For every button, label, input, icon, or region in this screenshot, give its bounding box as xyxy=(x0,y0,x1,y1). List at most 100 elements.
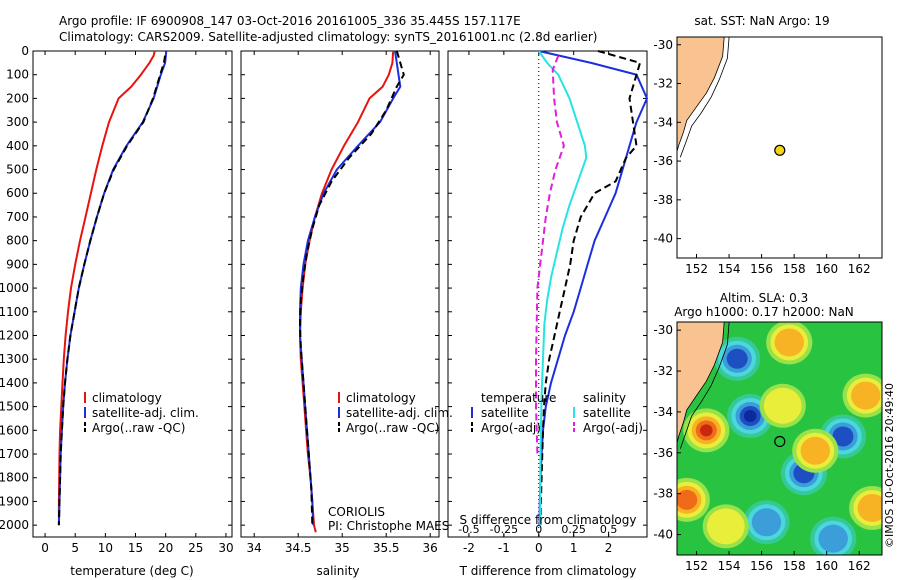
imos-credit: ©IMOS 10-Oct-2016 20:49:40 xyxy=(883,383,896,548)
lon-tick-label: 162 xyxy=(848,559,871,573)
lat-tick-label: -34 xyxy=(653,405,673,419)
map-content xyxy=(677,322,882,555)
sla-contour xyxy=(677,489,698,510)
lat-tick-label: -30 xyxy=(653,38,673,52)
land-area xyxy=(677,37,725,152)
y-tick-label: 1000 xyxy=(0,281,29,295)
y-tick-label: 600 xyxy=(6,186,29,200)
lon-tick-label: 158 xyxy=(783,262,806,276)
sla-contour xyxy=(832,426,854,447)
sla-contour xyxy=(818,524,848,553)
sst-map-title: sat. SST: NaN Argo: 19 xyxy=(694,14,829,28)
x-tick-label: 25 xyxy=(188,541,203,555)
x-tick-label: 35.5 xyxy=(373,541,400,555)
legend-s-argo-label: Argo(-adj) xyxy=(583,421,643,435)
difference-legend: temperature satellite Argo(-adj) salinit… xyxy=(471,391,643,435)
map-frame xyxy=(676,321,883,556)
coriolis-credit: CORIOLIS xyxy=(328,505,385,519)
x-tick-label: 0 xyxy=(41,541,49,555)
lon-tick-label: 160 xyxy=(815,262,838,276)
x2-tick-label: -0.25 xyxy=(490,523,518,536)
legend-s-satellite-label: satellite xyxy=(583,406,631,420)
legend-climatology-label: climatology xyxy=(92,391,162,405)
temperature-panel xyxy=(32,50,233,538)
lat-tick-label: -34 xyxy=(653,115,673,129)
y-tick-label: 1700 xyxy=(0,447,29,461)
sla-contour xyxy=(763,387,802,424)
sla-contour xyxy=(726,348,748,369)
lat-tick-label: -40 xyxy=(653,528,673,542)
map-frame xyxy=(676,36,883,259)
x-tick-label: -1 xyxy=(498,541,510,555)
salinity-legend: climatology satellite-adj. clim. Argo(..… xyxy=(338,391,453,435)
argo-location-marker xyxy=(774,435,786,448)
sla-contour xyxy=(743,410,757,423)
x-tick-label: -2 xyxy=(463,541,475,555)
lat-tick-label: -38 xyxy=(653,487,673,501)
x-tick-label: 10 xyxy=(98,541,113,555)
header-line1: Argo profile: IF 6900908_147 03-Oct-2016… xyxy=(59,14,521,28)
x-tick-label: 5 xyxy=(71,541,79,555)
y-tick-label: 700 xyxy=(6,210,29,224)
sla-contour xyxy=(699,424,713,437)
temperature-xlabel: temperature (deg C) xyxy=(70,564,193,578)
lon-tick-label: 160 xyxy=(815,559,838,573)
y-tick-label: 1200 xyxy=(0,328,29,342)
shelf-contour xyxy=(679,322,730,449)
x-tick-label: 36 xyxy=(423,541,438,555)
salinity-panel xyxy=(240,50,440,538)
legend-argo-label: Argo(..raw -QC) xyxy=(92,421,185,435)
y-tick-label: 300 xyxy=(6,115,29,129)
x2-tick-label: 0.25 xyxy=(561,523,586,536)
lat-tick-label: -30 xyxy=(653,323,673,337)
salinity-xlabel: salinity xyxy=(316,564,359,578)
y-tick-label: 500 xyxy=(6,163,29,177)
difference-x2label: S difference from climatology xyxy=(460,513,637,527)
sla-contour xyxy=(774,328,804,357)
y-tick-label: 200 xyxy=(6,91,29,105)
pi-credit: PI: Christophe MAES xyxy=(328,519,449,533)
sla-contour xyxy=(706,508,745,545)
temperature-legend: climatology satellite-adj. clim. Argo(..… xyxy=(84,391,199,435)
series-line-temperature-satellite xyxy=(538,50,648,526)
x-tick-label: 0 xyxy=(535,541,543,555)
x-tick-label: 1 xyxy=(570,541,578,555)
lat-tick-label: -36 xyxy=(653,446,673,460)
x-tick-label: 34 xyxy=(247,541,262,555)
lon-tick-label: 162 xyxy=(848,262,871,276)
y-tick-label: 0 xyxy=(21,44,29,58)
y-tick-label: 100 xyxy=(6,68,29,82)
series-line-salinity-argo-adj xyxy=(535,55,565,455)
sla-map: 152 154 156 158 160 162 -30 -32 -34 -36 -38 -40 xyxy=(653,321,883,573)
x-tick-label: 15 xyxy=(128,541,143,555)
sla-contour xyxy=(851,381,881,410)
lat-tick-label: -32 xyxy=(653,364,673,378)
lon-tick-label: 154 xyxy=(718,559,741,573)
legend-argo-label: Argo(..raw -QC) xyxy=(346,421,439,435)
lon-tick-label: 154 xyxy=(718,262,741,276)
lon-tick-label: 152 xyxy=(685,559,708,573)
x-tick-label: 34.5 xyxy=(285,541,312,555)
series-line-argo-raw-qc xyxy=(57,55,167,526)
legend-t-argo-label: Argo(-adj) xyxy=(481,421,541,435)
y-tick-label: 400 xyxy=(6,139,29,153)
x-tick-label: 30 xyxy=(218,541,233,555)
lat-tick-label: -36 xyxy=(653,154,673,168)
legend-t-satellite-label: satellite xyxy=(481,406,529,420)
x-tick-label: 35 xyxy=(335,541,350,555)
legend-satellite-label: satellite-adj. clim. xyxy=(92,406,199,420)
series-line-temperature-argo-adj xyxy=(539,50,641,526)
salinity-plot: 34 34.5 35 35.5 36 xyxy=(241,50,439,555)
legend-salinity-title: salinity xyxy=(583,391,626,405)
sla-contour xyxy=(857,493,882,522)
series-line-argo-raw-qc xyxy=(299,50,405,526)
lat-tick-label: -38 xyxy=(653,193,673,207)
y-tick-label: 800 xyxy=(6,234,29,248)
x-tick-label: 20 xyxy=(158,541,173,555)
sla-map-title-line2: Argo h1000: 0.17 h2000: NaN xyxy=(674,305,854,319)
sst-map: 152 154 156 158 160 162 -30 -32 -34 -36 -38 -40 xyxy=(653,36,883,276)
header-line2: Climatology: CARS2009. Satellite-adjuste… xyxy=(59,30,597,44)
map-content xyxy=(677,37,730,158)
y-tick-label: 1100 xyxy=(0,305,29,319)
